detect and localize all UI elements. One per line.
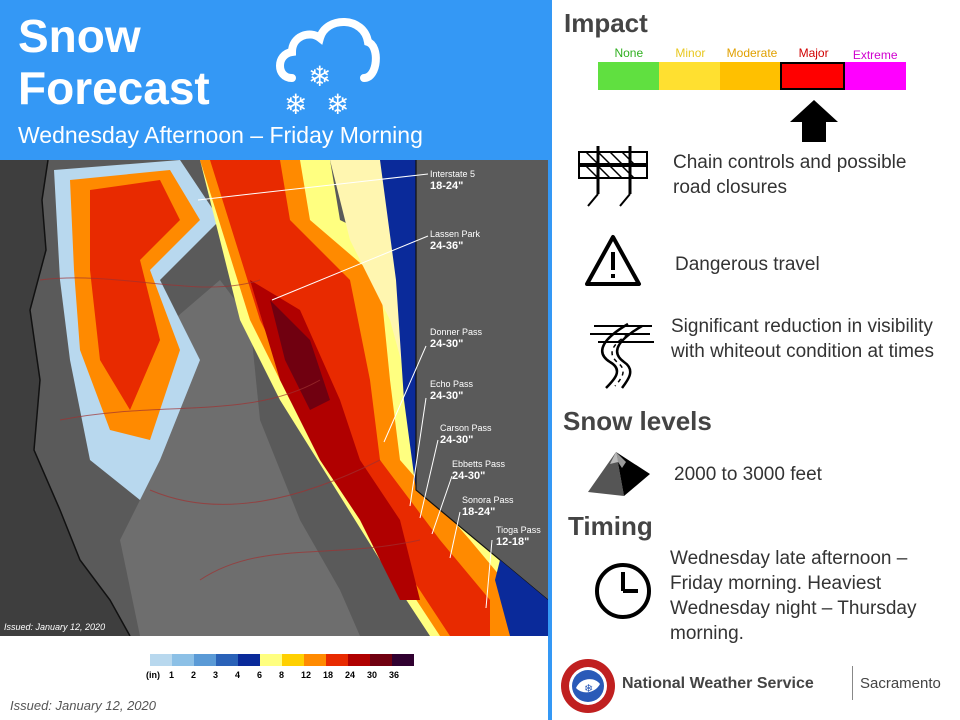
panel-divider xyxy=(548,0,552,720)
page-title: Snow Forecast xyxy=(18,10,278,114)
svg-text:❄: ❄ xyxy=(308,60,331,93)
callout-interstate-5: Interstate 5 18-24" xyxy=(430,168,475,192)
office-name: Sacramento xyxy=(860,675,941,692)
whiteout-road-icon xyxy=(584,318,656,395)
up-arrow-icon xyxy=(790,100,838,147)
impact-level-none xyxy=(598,62,659,90)
legend-label: 6 xyxy=(257,670,263,680)
callout-name: Lassen Park xyxy=(430,229,481,239)
agency-name: National Weather Service xyxy=(622,675,814,692)
snow-levels-text: 2000 to 3000 feet xyxy=(674,464,822,485)
timing-heading: Timing xyxy=(568,511,653,541)
title-line-1: Snow xyxy=(18,10,141,62)
impact-scale xyxy=(598,62,906,90)
impact-level-labels: None Minor Moderate Major Extreme xyxy=(598,46,908,62)
callout-ebbetts-pass: Ebbetts Pass 24-30" xyxy=(452,458,505,482)
legend-label: 3 xyxy=(213,670,219,680)
callout-amount: 24-30" xyxy=(440,434,474,446)
legend-swatch xyxy=(392,654,414,666)
snow-levels-heading: Snow levels xyxy=(563,406,712,436)
mountain-icon xyxy=(588,452,652,503)
left-panel: Snow Forecast ❄ ❄ ❄ Wednesday Afternoon … xyxy=(0,0,548,713)
nws-logo-icon: ❄ xyxy=(560,658,616,719)
callout-amount: 24-30" xyxy=(430,338,464,350)
legend-swatch xyxy=(172,654,194,666)
legend-color-bar xyxy=(150,654,414,666)
legend-label: 36 xyxy=(389,670,400,680)
timing-text: Wednesday late afternoon – Friday mornin… xyxy=(670,548,917,644)
callout-lassen-park: Lassen Park 24-36" xyxy=(430,228,480,252)
impact-level-major xyxy=(780,62,846,90)
impact-item-chain-controls: Chain controls and possible road closure… xyxy=(673,152,907,198)
impact-level-moderate xyxy=(719,62,781,90)
callout-sonora-pass: Sonora Pass 18-24" xyxy=(462,494,514,518)
footer: ❄ National Weather Service Sacramento xyxy=(560,656,956,716)
legend-label: 8 xyxy=(279,670,285,680)
legend-swatch xyxy=(370,654,392,666)
road-barrier-icon xyxy=(578,146,650,215)
callout-donner-pass: Donner Pass 24-30" xyxy=(430,326,482,350)
svg-text:❄: ❄ xyxy=(326,88,349,121)
right-panel: Impact None Minor Moderate Major Extreme Cha… xyxy=(552,0,960,720)
callout-name: Tioga Pass xyxy=(496,525,541,535)
impact-level-label: Moderate xyxy=(726,46,778,60)
callout-name: Sonora Pass xyxy=(462,495,514,505)
legend-swatch xyxy=(260,654,282,666)
impact-heading: Impact xyxy=(564,8,648,38)
callout-name: Ebbetts Pass xyxy=(452,459,506,469)
impact-level-label: Extreme xyxy=(852,48,898,62)
legend-swatch xyxy=(150,654,172,666)
legend-label: 2 xyxy=(191,670,197,680)
impact-level-label: Minor xyxy=(675,46,706,60)
title-line-2: Forecast xyxy=(18,62,210,114)
legend-swatch xyxy=(326,654,348,666)
legend-swatch xyxy=(282,654,304,666)
header: Snow Forecast ❄ ❄ ❄ Wednesday Afternoon … xyxy=(0,0,548,160)
callout-echo-pass: Echo Pass 24-30" xyxy=(430,378,473,402)
legend-swatch xyxy=(216,654,238,666)
legend-label: 24 xyxy=(345,670,356,680)
cloud-snow-icon: ❄ ❄ ❄ xyxy=(272,6,382,131)
callout-carson-pass: Carson Pass 24-30" xyxy=(440,422,492,446)
callout-name: Interstate 5 xyxy=(430,169,476,179)
impact-level-label: Major xyxy=(798,46,829,60)
callout-name: Carson Pass xyxy=(440,423,492,433)
svg-text:❄: ❄ xyxy=(584,682,593,695)
callout-amount: 24-30" xyxy=(452,470,486,482)
legend-label: 30 xyxy=(367,670,378,680)
legend-swatch xyxy=(194,654,216,666)
clock-icon xyxy=(594,562,652,625)
legend-swatch xyxy=(348,654,370,666)
footer-separator xyxy=(852,666,853,700)
callout-name: Echo Pass xyxy=(430,379,474,389)
legend-swatch xyxy=(304,654,326,666)
impact-level-minor xyxy=(658,62,720,90)
page-subtitle: Wednesday Afternoon – Friday Morning xyxy=(18,122,423,148)
impact-item-visibility: Significant reduction in visibility with… xyxy=(671,316,934,362)
legend-unit: (in) xyxy=(146,670,160,680)
svg-text:❄: ❄ xyxy=(284,88,307,121)
legend-labels: (in) 1 2 3 4 6 8 12 18 24 30 36 xyxy=(146,670,414,682)
warning-triangle-icon xyxy=(584,234,642,293)
impact-level-extreme xyxy=(845,62,906,90)
callout-amount: 24-30" xyxy=(430,390,464,402)
callout-amount: 18-24" xyxy=(462,506,496,518)
legend-label: 12 xyxy=(301,670,312,680)
issued-date: Issued: January 12, 2020 xyxy=(10,698,156,713)
callout-amount: 18-24" xyxy=(430,180,464,192)
legend-label: 18 xyxy=(323,670,334,680)
legend-label: 4 xyxy=(235,670,241,680)
legend-swatch xyxy=(238,654,260,666)
callout-amount: 24-36" xyxy=(430,240,464,252)
snow-amount-legend: (in) 1 2 3 4 6 8 12 18 24 30 36 xyxy=(146,654,414,682)
callout-amount: 12-18" xyxy=(496,536,530,548)
legend-label: 1 xyxy=(169,670,175,680)
impact-item-dangerous-travel: Dangerous travel xyxy=(675,254,820,275)
snow-map: Interstate 5 18-24" Lassen Park 24-36" D… xyxy=(0,160,548,636)
snow-map-graphic xyxy=(0,160,548,636)
impact-level-label: None xyxy=(614,46,644,60)
callout-tioga-pass: Tioga Pass 12-18" xyxy=(496,524,541,548)
callout-name: Donner Pass xyxy=(430,327,483,337)
map-issued-date: Issued: January 12, 2020 xyxy=(4,622,106,632)
